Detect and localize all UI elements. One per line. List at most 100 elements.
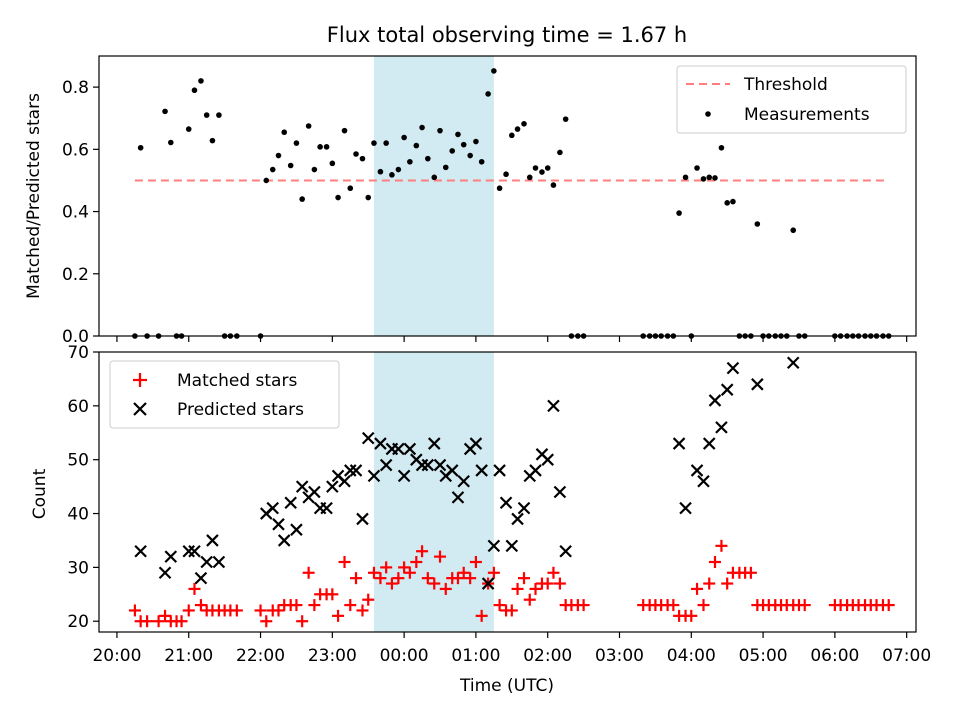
predicted-star-point: [349, 464, 363, 477]
measurement-point: [455, 131, 461, 138]
measurement-point: [449, 148, 456, 154]
matched-star-point: [697, 599, 710, 612]
predicted-star-point: [277, 534, 291, 547]
bottom-panel: 20 30 40 50 60 70 20:00 21:00 22:00 23:00 00:00 01…: [30, 343, 931, 696]
matched-star-point: [290, 599, 303, 612]
matched-star-point: [141, 615, 154, 628]
measurement-point: [473, 138, 479, 145]
measurement-point: [509, 132, 515, 139]
y-tick-label: 0.2: [62, 265, 89, 285]
predicted-star-point: [672, 437, 686, 450]
matched-star-point: [577, 599, 590, 612]
matched-star-point: [350, 572, 363, 585]
matched-star-point: [511, 582, 524, 595]
matched-star-point: [428, 577, 441, 590]
measurement-point: [395, 166, 402, 173]
matched-star-point: [332, 609, 345, 622]
measurement-point: [209, 137, 216, 144]
matched-star-point: [403, 566, 416, 579]
predicted-star-point: [451, 491, 465, 504]
measurement-point: [676, 210, 682, 216]
x-axis-label: Time (UTC): [459, 676, 554, 696]
y-tick-label: 60: [67, 397, 89, 417]
matched-star-point: [493, 599, 506, 612]
matched-star-point: [338, 556, 351, 568]
matched-star-point: [475, 609, 488, 622]
predicted-star-point: [284, 496, 297, 510]
predicted-star-point: [338, 474, 351, 488]
measurement-point: [526, 174, 533, 181]
predicted-star-point: [511, 512, 524, 526]
chart-title: Flux total observing time = 1.67 h: [327, 23, 687, 47]
predicted-star-point: [290, 523, 303, 536]
top-x-ticks: [116, 336, 908, 342]
matched-star-point: [194, 599, 207, 612]
predicted-star-point: [374, 437, 387, 450]
observing-window-shade: [373, 352, 494, 632]
predicted-star-point: [445, 464, 459, 477]
measurement-point: [413, 142, 420, 149]
measurement-point: [305, 123, 312, 129]
y-tick-label: 20: [67, 612, 89, 632]
matched-star-point: [553, 577, 566, 590]
predicted-star-point: [200, 555, 213, 569]
measurement-point: [682, 174, 689, 181]
measurement-point: [730, 198, 736, 205]
matched-star-point: [260, 615, 273, 628]
predicted-star-point: [158, 566, 172, 580]
bottom-x-ticks: 20:00 21:00 22:00 23:00 00:00 01:00 02:00 03:00…: [92, 632, 931, 666]
measurement-point: [216, 112, 222, 118]
legend-measurements-label: Measurements: [744, 105, 870, 125]
y-tick-label: 0.8: [62, 78, 89, 98]
measurement-point: [467, 152, 473, 159]
measurement-point: [700, 176, 707, 182]
x-tick-label: 05:00: [739, 646, 788, 666]
x-tick-label: 20:00: [92, 646, 141, 666]
measurement-point: [371, 140, 377, 146]
bottom-y-axis-label: Count: [30, 468, 50, 519]
matched-star-point: [703, 577, 716, 590]
predicted-star-point: [726, 361, 740, 375]
matched-star-point: [439, 582, 452, 595]
matched-star-point: [254, 604, 267, 617]
matched-star-point: [159, 609, 172, 622]
x-tick-label: 03:00: [595, 646, 644, 666]
measurement-point: [275, 152, 282, 159]
legend-measurements-swatch: [705, 111, 711, 117]
matched-star-point: [721, 577, 734, 590]
matched-star-point: [182, 604, 195, 617]
x-tick-label: 04:00: [667, 646, 716, 666]
matched-star-point: [523, 593, 536, 606]
bottom-axes-frame: [98, 351, 917, 633]
measurement-point: [712, 175, 718, 181]
measurement-point: [425, 155, 431, 162]
measurement-point: [389, 172, 395, 178]
measurement-point: [460, 141, 467, 148]
predicted-star-point: [517, 501, 531, 515]
predicted-star-point: [188, 544, 201, 558]
predicted-star-point: [343, 464, 357, 477]
predicted-star-point: [679, 501, 692, 515]
measurement-point: [694, 165, 700, 171]
matched-star-point: [708, 556, 721, 568]
predicted-star-point: [392, 442, 405, 456]
measurement-point: [281, 129, 288, 136]
measurement-point: [293, 140, 300, 146]
legend-predicted-label: Predicted stars: [177, 400, 304, 420]
predicted-star-point: [433, 458, 447, 472]
measurement-point: [496, 185, 503, 192]
measurement-point: [718, 144, 725, 151]
measurement-point: [329, 160, 336, 167]
x-tick-label: 23:00: [308, 646, 357, 666]
legend-matched-swatch: [133, 373, 147, 387]
matched-star-point: [457, 566, 470, 579]
predicted-star-point: [475, 464, 488, 477]
top-legend: Threshold Measurements: [676, 65, 907, 134]
x-tick-label: 22:00: [236, 646, 285, 666]
measurement-point: [383, 140, 389, 146]
matched-star-point: [344, 599, 357, 612]
matched-star-point: [188, 582, 201, 595]
measurement-point: [162, 108, 168, 115]
x-tick-label: 07:00: [882, 646, 931, 666]
predicted-star-point: [194, 571, 208, 585]
